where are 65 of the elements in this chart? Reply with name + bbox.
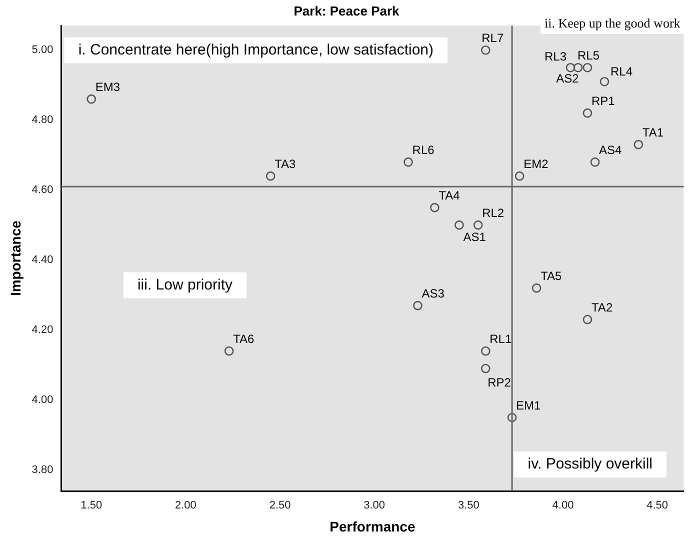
point — [582, 108, 592, 118]
series-label: AS4 — [599, 143, 622, 158]
series-label: RL3 — [544, 50, 567, 64]
series-label: EM3 — [95, 80, 120, 94]
series-label: TA2 — [591, 300, 613, 315]
point — [514, 171, 524, 181]
point — [224, 346, 234, 356]
annotation: ii. Keep up the good work — [544, 15, 681, 30]
series-label: RP2 — [488, 376, 512, 390]
annotation: iii. Low priority — [137, 276, 233, 294]
point — [566, 62, 576, 72]
point — [480, 364, 490, 374]
y-tick-label: 4.00 — [32, 394, 54, 406]
point — [573, 62, 583, 72]
annotation: i. Concentrate here(high Importance, low satisfaction) — [78, 41, 434, 58]
series-label: RL1 — [490, 332, 512, 346]
y-tick-label: 4.60 — [32, 184, 54, 196]
point — [507, 412, 517, 422]
x-tick-label: 4.00 — [552, 500, 574, 512]
point — [86, 94, 96, 104]
series-label: TA5 — [540, 269, 562, 284]
y-axis-title: Importance — [7, 220, 24, 296]
point — [430, 202, 440, 212]
annotation: iv. Possibly overkill — [528, 456, 653, 473]
x-axis-title: Performance — [330, 518, 416, 534]
series-label: RL5 — [577, 48, 600, 63]
point — [413, 300, 422, 310]
y-tick-label: 3.80 — [32, 464, 54, 476]
point — [266, 171, 276, 181]
series-label: AS2 — [556, 72, 580, 86]
series-label: RL2 — [482, 206, 504, 220]
series-label: AS1 — [463, 230, 486, 244]
point — [480, 45, 490, 55]
y-tick-label: 4.40 — [32, 254, 54, 266]
point — [473, 220, 483, 230]
point — [582, 314, 592, 324]
series-label: TA4 — [438, 188, 460, 203]
series-label: RL4 — [610, 64, 633, 79]
series-label: AS3 — [422, 286, 445, 301]
point — [480, 346, 490, 356]
point — [590, 157, 600, 167]
x-tick-label: 4.50 — [646, 500, 668, 512]
series-label: EM1 — [516, 398, 542, 413]
point — [600, 76, 610, 86]
chart-title: Park: Peace Park — [294, 3, 400, 18]
x-tick-label: 2.50 — [269, 500, 291, 512]
point — [454, 220, 464, 230]
x-tick-label: 2.00 — [174, 500, 196, 512]
series-label: EM2 — [524, 157, 549, 172]
point — [404, 157, 413, 167]
point — [532, 283, 542, 293]
y-tick-label: 4.20 — [32, 324, 54, 336]
x-tick-label: 3.00 — [364, 500, 386, 512]
y-tick-label: 5.00 — [32, 44, 54, 56]
y-tick-label: 4.80 — [32, 114, 54, 126]
series-label: TA6 — [233, 332, 255, 346]
x-tick-label: 1.50 — [80, 500, 102, 512]
series-label: RL6 — [412, 143, 435, 158]
series-label: RL7 — [482, 31, 504, 46]
series-label: RP1 — [591, 94, 616, 108]
series-label: TA3 — [274, 157, 296, 172]
point — [582, 62, 592, 72]
series-label: TA1 — [642, 126, 664, 140]
x-tick-label: 3.50 — [458, 500, 480, 512]
point — [634, 140, 644, 150]
